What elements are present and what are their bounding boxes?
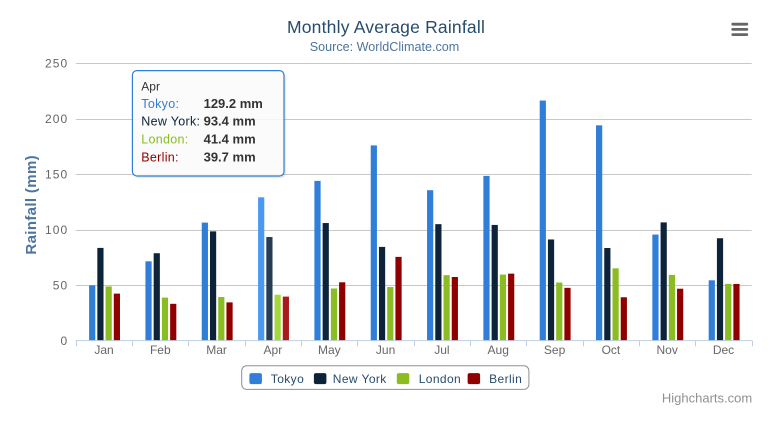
svg-text:Berlin:: Berlin: (141, 151, 179, 165)
svg-text:Source: WorldClimate.com: Source: WorldClimate.com (310, 40, 460, 54)
svg-text:Feb: Feb (150, 343, 171, 357)
svg-text:150: 150 (45, 168, 68, 182)
svg-text:93.4 mm: 93.4 mm (204, 114, 256, 129)
svg-text:Oct: Oct (602, 343, 621, 357)
svg-text:Jan: Jan (94, 343, 113, 357)
svg-text:41.4 mm: 41.4 mm (204, 132, 256, 147)
svg-text:Mar: Mar (206, 343, 227, 357)
svg-text:100: 100 (45, 223, 68, 237)
svg-text:New York:: New York: (141, 115, 200, 129)
svg-text:0: 0 (61, 334, 69, 348)
svg-text:Berlin: Berlin (489, 372, 522, 386)
svg-text:129.2 mm: 129.2 mm (204, 96, 263, 111)
svg-text:200: 200 (45, 112, 68, 126)
svg-text:New York: New York (333, 372, 387, 386)
svg-text:Aug: Aug (488, 343, 509, 357)
svg-text:May: May (318, 343, 341, 357)
svg-text:Highcharts.com: Highcharts.com (662, 390, 752, 405)
svg-text:Sep: Sep (544, 343, 566, 357)
svg-text:Jul: Jul (434, 343, 449, 357)
svg-text:Nov: Nov (657, 343, 678, 357)
svg-text:London:: London: (141, 133, 188, 147)
svg-text:Apr: Apr (141, 79, 160, 93)
svg-text:Apr: Apr (264, 343, 283, 357)
svg-text:Monthly Average Rainfall: Monthly Average Rainfall (287, 17, 485, 37)
svg-text:50: 50 (53, 279, 69, 293)
svg-text:39.7 mm: 39.7 mm (204, 150, 256, 165)
svg-text:London: London (419, 372, 461, 386)
svg-text:Dec: Dec (713, 343, 734, 357)
svg-text:Rainfall (mm): Rainfall (mm) (23, 155, 40, 255)
svg-text:250: 250 (45, 57, 68, 71)
svg-text:Jun: Jun (376, 343, 395, 357)
svg-text:Tokyo: Tokyo (271, 372, 304, 386)
svg-text:Tokyo:: Tokyo: (141, 97, 179, 111)
